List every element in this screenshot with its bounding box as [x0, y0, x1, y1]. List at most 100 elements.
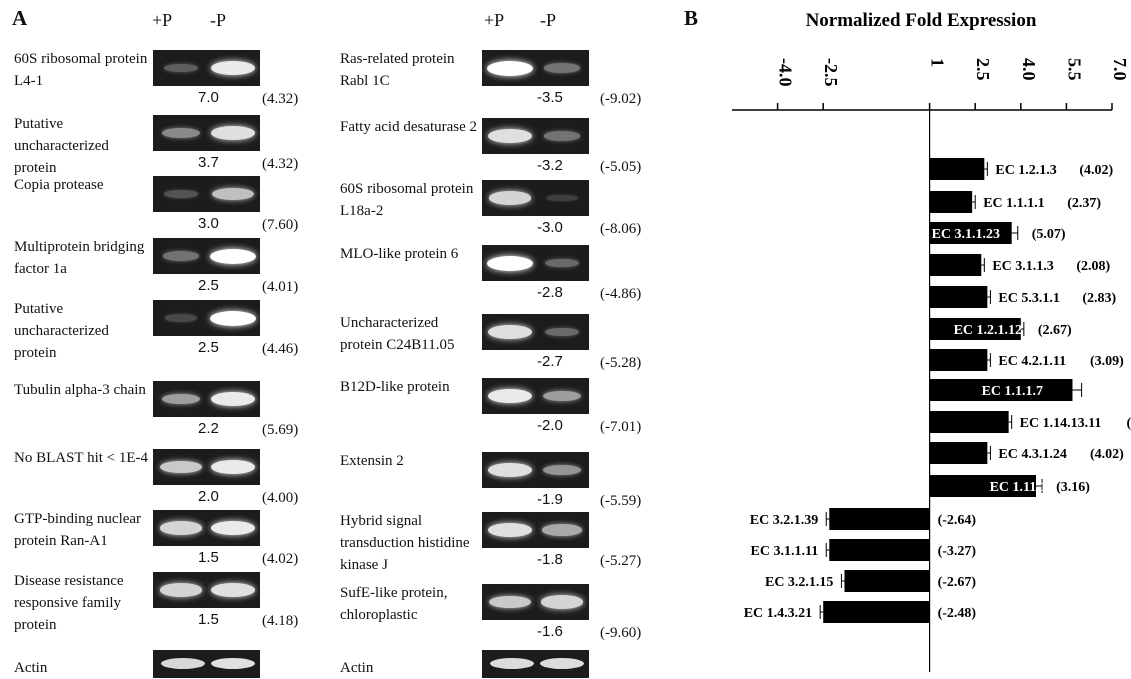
actin-band-minus [211, 658, 255, 669]
gene-label: Disease resistance responsive family pro… [14, 573, 124, 633]
fold-change-value: -1.6 [537, 623, 563, 640]
bar-category-label: EC 1.1.1.7 [982, 384, 1043, 399]
bar-value-annotation: (3.64) [1126, 416, 1131, 431]
x-tick-label: 2.5 [973, 58, 993, 81]
bar-value-annotation: (2.37) [1067, 196, 1101, 211]
parenthetical-value: (7.60) [262, 217, 299, 233]
gene-label: 60S ribosomal protein L4-1 [14, 51, 148, 89]
actin-band-plus [490, 658, 534, 669]
x-tick-label: 1 [928, 58, 948, 67]
gene-label: No BLAST hit < 1E-4 [14, 450, 149, 466]
gene-label: Putative uncharacterized protein [14, 301, 109, 361]
band-plus [488, 463, 532, 477]
band-plus [488, 523, 532, 537]
bar [929, 379, 1073, 401]
actin-band-minus [540, 658, 584, 669]
bar-category-label: EC 4.3.1.24 [998, 447, 1066, 462]
fold-change-value: -3.2 [537, 157, 563, 174]
parenthetical-value: (-7.01) [600, 419, 642, 435]
band-minus [544, 327, 580, 337]
parenthetical-value: (4.46) [262, 341, 299, 357]
bar [929, 349, 988, 371]
gene-label: Copia protease [14, 177, 104, 193]
fold-change-value: 2.5 [198, 339, 219, 356]
band-minus [542, 390, 582, 402]
band-plus [489, 595, 531, 609]
bar-category-label: EC 1.14.13.11 [1020, 416, 1102, 431]
bar-category-label: EC 1.1.1.1 [983, 196, 1044, 211]
bar-value-annotation: (4.02) [1079, 163, 1113, 178]
fold-change-value: 1.5 [198, 611, 219, 628]
gene-label: B12D-like protein [340, 379, 450, 395]
parenthetical-value: (-8.06) [600, 221, 642, 237]
parenthetical-value: (4.32) [262, 91, 299, 107]
bar-category-label: EC 1.11.1.7 [990, 480, 1058, 495]
bar-category-label: EC 4.2.1.11 [998, 354, 1066, 369]
gene-label: SufE-like protein, chloroplastic [340, 585, 448, 623]
column-header-plus-right: +P [484, 10, 505, 30]
bar-category-label: EC 1.2.1.12 [954, 323, 1022, 338]
band-minus [210, 520, 256, 536]
parenthetical-value: (-9.60) [600, 625, 642, 641]
band-plus [164, 314, 198, 322]
band-minus [544, 258, 580, 268]
bar [823, 601, 930, 623]
bar-value-annotation: (-2.48) [938, 606, 977, 621]
band-plus [160, 460, 202, 474]
fold-change-value: -3.0 [537, 219, 563, 236]
band-minus [542, 524, 582, 536]
gel-image [482, 180, 589, 216]
gel-image [153, 238, 260, 274]
gene-label: Uncharacterized protein C24B11.05 [340, 315, 455, 353]
fold-change-value: -1.8 [537, 551, 563, 568]
bar-value-annotation: (-3.27) [938, 544, 977, 559]
bar-value-annotation: (2.83) [1082, 291, 1116, 306]
actin-label-right: Actin [340, 660, 374, 676]
fold-change-value: 1.5 [198, 549, 219, 566]
gel-image [482, 50, 589, 86]
bar [929, 475, 1036, 497]
gene-label: Extensin 2 [340, 453, 404, 469]
bar [844, 570, 930, 592]
band-minus [212, 187, 254, 201]
parenthetical-value: (-4.86) [600, 286, 642, 302]
gel-image [482, 118, 589, 154]
parenthetical-value: (-5.59) [600, 493, 642, 509]
gel-image [153, 381, 260, 417]
parenthetical-value: (-5.05) [600, 159, 642, 175]
band-minus [210, 248, 256, 264]
band-minus [210, 310, 256, 326]
band-plus [487, 60, 533, 76]
gel-image [153, 50, 260, 86]
actin-gel-right [482, 650, 589, 678]
column-header-minus-right: -P [540, 10, 557, 30]
fold-change-value: 2.2 [198, 420, 219, 437]
band-plus [162, 127, 200, 139]
bar [929, 286, 988, 308]
gel-image [153, 449, 260, 485]
bar [929, 158, 985, 180]
bar-value-annotation: (-2.64) [938, 513, 977, 528]
band-plus [161, 393, 201, 405]
band-plus [488, 129, 532, 143]
gel-image [482, 512, 589, 548]
fold-change-value: 2.0 [198, 488, 219, 505]
fold-change-value: 3.7 [198, 154, 219, 171]
bar [929, 411, 1009, 433]
band-minus [540, 595, 584, 609]
x-tick-label: 7.0 [1110, 58, 1130, 81]
gene-label: Multiprotein bridging factor 1a [14, 239, 145, 277]
band-plus [488, 191, 532, 205]
fold-change-value: 2.5 [198, 277, 219, 294]
bar [929, 191, 973, 213]
chart-title: Normalized Fold Expression [806, 10, 1037, 31]
parenthetical-value: (4.00) [262, 490, 299, 506]
bar [929, 442, 988, 464]
band-plus [487, 255, 533, 271]
gel-image [482, 452, 589, 488]
x-tick-label: -2.5 [821, 58, 841, 87]
bar [929, 222, 1012, 244]
parenthetical-value: (-5.28) [600, 355, 642, 371]
gel-image [153, 572, 260, 608]
band-plus [487, 388, 533, 404]
